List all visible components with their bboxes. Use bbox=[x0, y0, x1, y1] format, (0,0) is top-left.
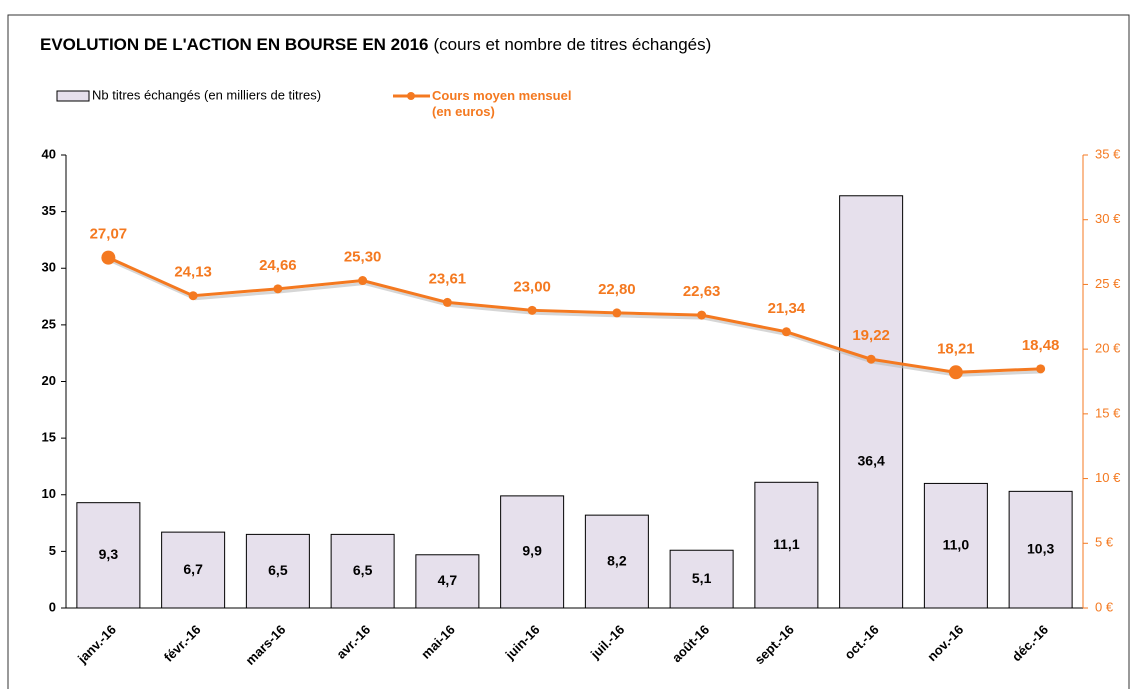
line-marker bbox=[442, 297, 452, 307]
line-label: 22,80 bbox=[598, 281, 636, 298]
bar bbox=[669, 549, 734, 609]
bar bbox=[161, 531, 226, 609]
line-label: 22,63 bbox=[683, 283, 721, 300]
line-marker bbox=[866, 354, 876, 364]
bar-label: 5,1 bbox=[692, 570, 712, 586]
line-marker bbox=[948, 365, 963, 380]
bar bbox=[245, 533, 310, 609]
bar-label: 9,9 bbox=[522, 543, 542, 559]
line-label: 18,21 bbox=[937, 340, 975, 357]
line-label: 18,48 bbox=[1022, 337, 1060, 354]
y2-tick-label: 10 € bbox=[1095, 470, 1121, 485]
y2-tick-label: 20 € bbox=[1095, 341, 1121, 356]
legend-marker bbox=[407, 92, 415, 100]
bar bbox=[500, 495, 565, 609]
line-label: 23,61 bbox=[429, 270, 467, 287]
line-marker bbox=[358, 276, 368, 286]
bar bbox=[330, 533, 395, 609]
legend-label: Cours moyen mensuel (en euros) bbox=[432, 88, 572, 119]
line-marker bbox=[101, 250, 116, 265]
y-tick-label: 5 bbox=[49, 543, 56, 558]
y-tick-label: 25 bbox=[42, 316, 56, 331]
y2-tick-label: 25 € bbox=[1095, 276, 1121, 291]
line-label: 19,22 bbox=[852, 327, 890, 344]
y-tick-label: 40 bbox=[42, 146, 56, 161]
y2-tick-label: 30 € bbox=[1095, 211, 1121, 226]
y2-tick-label: 15 € bbox=[1095, 405, 1121, 420]
subtitle: (cours et nombre de titres échangés) bbox=[434, 35, 712, 54]
y-tick-label: 30 bbox=[42, 260, 56, 275]
line-label: 24,13 bbox=[174, 264, 212, 281]
bar bbox=[415, 554, 480, 609]
line-label: 21,34 bbox=[768, 300, 806, 317]
line-marker bbox=[781, 327, 791, 337]
bar-label: 8,2 bbox=[607, 552, 627, 568]
y-tick-label: 15 bbox=[42, 430, 56, 445]
line-marker bbox=[1036, 364, 1046, 374]
bar-label: 11,1 bbox=[773, 536, 800, 552]
line-marker bbox=[527, 305, 537, 315]
chart-title: EVOLUTION DE L'ACTION EN BOURSE EN 2016 (… bbox=[40, 35, 711, 54]
y2-tick-label: 0 € bbox=[1095, 599, 1114, 614]
y2-tick-label: 5 € bbox=[1095, 535, 1114, 550]
bar-label: 10,3 bbox=[1027, 540, 1054, 556]
bar bbox=[839, 195, 904, 609]
bar bbox=[76, 502, 141, 609]
legend-label: Nb titres échangés (en milliers de titre… bbox=[92, 87, 321, 102]
bar-label: 36,4 bbox=[858, 453, 885, 469]
y-tick-label: 20 bbox=[42, 373, 56, 388]
y-tick-label: 0 bbox=[49, 599, 56, 614]
bar bbox=[754, 481, 819, 609]
bar-label: 6,5 bbox=[268, 562, 288, 578]
bar bbox=[1008, 490, 1073, 609]
bar bbox=[923, 482, 988, 609]
line-label: 23,00 bbox=[513, 278, 551, 295]
line-label: 25,30 bbox=[344, 249, 382, 266]
y-tick-label: 10 bbox=[42, 486, 56, 501]
line-marker bbox=[612, 308, 622, 318]
bar-label: 11,0 bbox=[943, 536, 970, 552]
y-tick-label: 35 bbox=[42, 203, 56, 218]
bar-label: 6,7 bbox=[183, 561, 203, 577]
line-label: 24,66 bbox=[259, 257, 297, 274]
title: EVOLUTION DE L'ACTION EN BOURSE EN 2016 bbox=[40, 35, 429, 54]
line-marker bbox=[188, 291, 198, 301]
line bbox=[107, 256, 1041, 374]
line-label: 27,07 bbox=[90, 226, 128, 243]
bar-label: 4,7 bbox=[438, 572, 458, 588]
line-shadow bbox=[109, 259, 1043, 377]
line-marker bbox=[697, 310, 707, 320]
y2-tick-label: 35 € bbox=[1095, 146, 1121, 161]
legend-swatch bbox=[56, 90, 90, 102]
bar-label: 9,3 bbox=[99, 546, 119, 562]
line-marker bbox=[273, 284, 283, 294]
bar bbox=[584, 514, 649, 609]
bar-label: 6,5 bbox=[353, 562, 373, 578]
